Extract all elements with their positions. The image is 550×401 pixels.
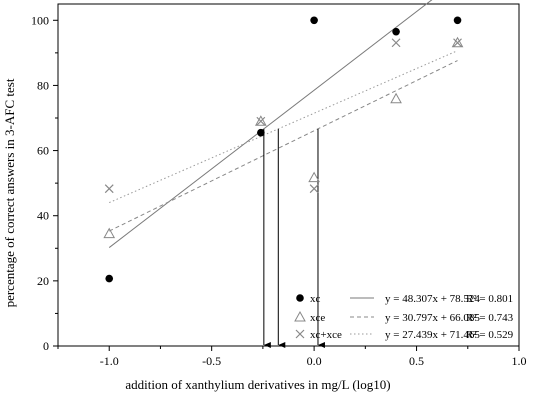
legend-equation-xce: y = 30.797x + 66.085	[385, 312, 480, 324]
y-tick-label: 100	[31, 13, 49, 27]
x-tick-label: 0.5	[409, 354, 424, 368]
data-point-xce	[390, 92, 402, 104]
legend-marker-xce	[294, 310, 306, 322]
x-tick-label: -0.5	[202, 354, 221, 368]
legend-marker-xc-xce	[295, 329, 305, 339]
legend-r2-xc: R² = 0.801	[466, 293, 513, 305]
data-point-xce	[451, 36, 464, 48]
data-point-xce	[254, 115, 267, 126]
data-point-xc	[257, 128, 265, 137]
plot-area	[57, 3, 520, 347]
legend-label-xce: xce	[310, 312, 325, 324]
data-point-xc	[310, 16, 318, 25]
threshold-arrows	[263, 128, 325, 348]
data-point-xc	[392, 27, 400, 36]
y-tick-label: 20	[37, 274, 49, 288]
data-point-xc-xce	[453, 38, 462, 48]
legend-r2-xce: R² = 0.743	[466, 312, 514, 324]
trend-line-xce	[109, 60, 458, 232]
data-point-xc-xce	[391, 38, 401, 48]
legend-equation-xc: y = 48.307x + 78.524	[385, 293, 480, 305]
legend-label-xc-xce: xc+xce	[310, 329, 342, 341]
legend-marker-xc	[296, 294, 304, 302]
y-tick-label: 0	[43, 339, 49, 353]
plot-frame	[57, 3, 520, 347]
trend-lines	[108, 0, 458, 248]
y-tick-label: 60	[37, 144, 49, 158]
trend-line-xc	[108, 0, 433, 248]
data-point-xc	[453, 16, 462, 25]
data-point-xc-xce	[309, 184, 319, 194]
legend-r2-xc-xce: R² = 0.529	[466, 329, 514, 341]
data-point-xce	[103, 227, 116, 239]
y-tick-label: 80	[37, 78, 49, 92]
data-point-xc	[105, 274, 114, 283]
data-point-xce	[308, 171, 320, 183]
legend-equation-xc-xce: y = 27.439x + 71.465	[385, 329, 480, 341]
y-axis-title: percentage of correct answers in 3-AFC t…	[2, 78, 17, 307]
x-axis: -1.0 -0.5 0.0 0.5 1.0	[57, 346, 527, 368]
y-axis: 0 20 40 60 80 100	[31, 13, 58, 353]
data-point-xc-xce	[104, 184, 114, 194]
data-point-xc-xce	[256, 116, 266, 126]
x-tick-label: 0.0	[307, 354, 322, 368]
x-tick-label: 1.0	[512, 354, 527, 368]
x-tick-label: -1.0	[100, 354, 119, 368]
trend-line-xc-xce	[109, 50, 458, 204]
data-points	[103, 16, 464, 283]
legend-label-xc: xc	[310, 293, 321, 305]
x-axis-title: addition of xanthylium derivatives in mg…	[125, 377, 390, 392]
y-tick-label: 40	[37, 209, 49, 223]
